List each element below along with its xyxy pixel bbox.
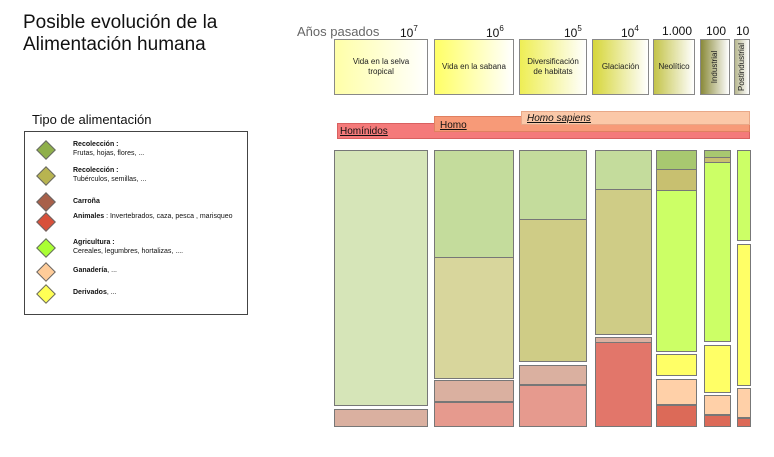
segment-tuberculos — [656, 169, 697, 191]
legend-item-tuberculos: Recolección : Tubérculos, semillas, ... — [33, 166, 243, 190]
segment-agricultura — [737, 150, 751, 241]
segment-animales — [704, 415, 731, 427]
segment-carrona — [334, 409, 428, 427]
column-selva-tropical — [334, 150, 428, 427]
title-line-2: Alimentación humana — [23, 34, 206, 55]
segment-tuberculos — [519, 219, 587, 362]
period-glaciacion: Glaciación — [592, 39, 649, 95]
band-label-hominidos: Homínidos — [340, 126, 388, 137]
segment-carrona — [434, 380, 514, 402]
diamond-icon — [36, 284, 56, 304]
period-industrial: Industrial — [700, 39, 730, 95]
scale-1000: 1.000 — [662, 24, 693, 38]
column-glaciacion — [595, 150, 652, 427]
legend-item-animales: Animales : Invertebrados, caza, pesca , … — [33, 212, 243, 236]
diamond-icon — [36, 166, 56, 186]
diamond-icon — [36, 212, 56, 232]
segment-tuberculos — [434, 257, 514, 379]
segment-ganaderia — [737, 388, 751, 418]
legend-item-ganaderia: Ganadería, ... — [33, 262, 243, 286]
legend-item-frutas: Recolección : Frutas, hojas, flores, ... — [33, 140, 243, 164]
scale-10-4: 104 — [621, 24, 639, 40]
legend-item-agricultura: Agricultura : Cereales, legumbres, hortal… — [33, 238, 243, 262]
column-diversificacion — [519, 150, 587, 427]
band-label-homo-sapiens: Homo sapiens — [527, 113, 591, 124]
legend-item-carrona: Carroña — [33, 192, 243, 216]
page-title: Posible evolución de la Alimentación hum… — [23, 12, 217, 56]
column-postindustrial — [737, 150, 751, 427]
scale-10-7: 107 — [400, 24, 418, 40]
legend-item-derivados: Derivados, ... — [33, 284, 243, 308]
segment-frutas — [656, 150, 697, 170]
segment-tuberculos — [595, 189, 652, 335]
period-neolitico: Neolítico — [653, 39, 695, 95]
segment-carrona — [519, 365, 587, 385]
segment-frutas — [519, 150, 587, 220]
segment-derivados — [704, 345, 731, 393]
segment-agricultura — [656, 190, 697, 352]
scale-10-5: 105 — [564, 24, 582, 40]
diamond-icon — [36, 238, 56, 258]
column-industrial — [704, 150, 731, 427]
segment-ganaderia — [656, 379, 697, 405]
period-postindustrial: Postindustrial — [734, 39, 750, 95]
segment-animales — [737, 418, 751, 427]
scale-100: 100 — [706, 24, 727, 38]
diamond-icon — [36, 192, 56, 212]
column-sabana — [434, 150, 514, 427]
band-homo-sapiens — [521, 111, 750, 125]
segment-frutas — [434, 150, 514, 258]
segment-ganaderia — [704, 395, 731, 415]
segment-animales — [519, 385, 587, 427]
segment-frutas — [334, 150, 428, 406]
period-sabana: Vida en la sabana — [434, 39, 514, 95]
segment-agricultura — [704, 162, 731, 342]
title-line-1: Posible evolución de la — [23, 12, 218, 33]
anos-pasados-label: Años pasados — [297, 24, 380, 39]
legend-title: Tipo de alimentación — [32, 112, 152, 127]
segment-derivados — [656, 354, 697, 376]
band-label-homo: Homo — [440, 120, 467, 131]
segment-frutas — [595, 150, 652, 190]
segment-derivados — [737, 244, 751, 386]
diamond-icon — [36, 140, 56, 160]
scale-10: 10 — [736, 24, 750, 38]
diamond-icon — [36, 262, 56, 282]
scale-10-6: 106 — [486, 24, 504, 40]
period-selva-tropical: Vida en la selva tropical — [334, 39, 428, 95]
period-diversificacion: Diversificación de habitats — [519, 39, 587, 95]
column-neolitico — [656, 150, 697, 427]
segment-animales — [434, 402, 514, 427]
segment-animales — [595, 342, 652, 427]
segment-animales — [656, 405, 697, 427]
legend: Recolección : Frutas, hojas, flores, ... … — [24, 131, 248, 315]
